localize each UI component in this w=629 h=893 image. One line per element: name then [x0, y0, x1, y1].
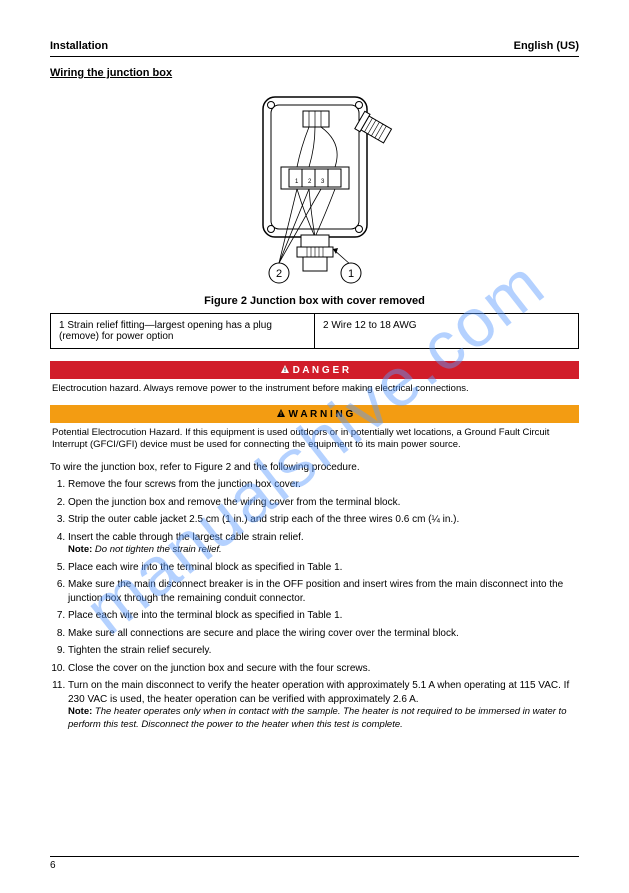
warning-label: W A R N I N G: [288, 409, 353, 420]
svg-text:!: !: [284, 368, 286, 374]
step: Turn on the main disconnect to verify th…: [68, 679, 579, 732]
legend-cell-1: 1 Strain relief fitting—largest opening …: [51, 314, 315, 349]
step: Strip the outer cable jacket 2.5 cm (1 i…: [68, 513, 579, 527]
note-label: Note:: [68, 544, 92, 555]
figure-callout-2: 2: [276, 268, 282, 280]
figure-callout-1: 1: [348, 268, 354, 280]
danger-header: ! D A N G E R: [50, 361, 579, 379]
page-header: Installation English (US): [50, 40, 579, 57]
note: Note: The heater operates only when in c…: [68, 706, 579, 732]
warning-triangle-icon: !: [280, 364, 290, 374]
header-left: Installation: [50, 40, 108, 52]
page-number: 6: [50, 860, 56, 871]
step: Make sure all connections are secure and…: [68, 627, 579, 641]
legend-cell-2: 2 Wire 12 to 18 AWG: [315, 314, 579, 349]
page-footer: 6: [50, 856, 579, 871]
note-text: Do not tighten the strain relief.: [95, 544, 222, 555]
step: Tighten the strain relief securely.: [68, 644, 579, 658]
note-label: Note:: [68, 706, 92, 717]
danger-label: D A N G E R: [293, 365, 349, 376]
svg-text:!: !: [280, 412, 282, 418]
note-text: The heater operates only when in contact…: [68, 706, 566, 730]
junction-box-figure: 1 2 3: [50, 87, 579, 287]
step: Close the cover on the junction box and …: [68, 662, 579, 676]
warning-body: Potential Electrocution Hazard. If this …: [50, 423, 579, 461]
step: Remove the four screws from the junction…: [68, 478, 579, 492]
figure-caption: Figure 2 Junction box with cover removed: [50, 295, 579, 307]
warning-header: ! W A R N I N G: [50, 405, 579, 423]
step: Place each wire into the terminal block …: [68, 609, 579, 623]
step: Place each wire into the terminal block …: [68, 561, 579, 575]
note: Note: Do not tighten the strain relief.: [68, 544, 579, 557]
danger-body: Electrocution hazard. Always remove powe…: [50, 379, 579, 405]
figure-legend-table: 1 Strain relief fitting—largest opening …: [50, 313, 579, 349]
body-text: To wire the junction box, refer to Figur…: [50, 461, 579, 732]
warning-triangle-icon: !: [276, 408, 286, 418]
body-intro: To wire the junction box, refer to Figur…: [50, 461, 579, 475]
steps-list: Remove the four screws from the junction…: [68, 478, 579, 732]
step: Open the junction box and remove the wir…: [68, 496, 579, 510]
section-title: Wiring the junction box: [50, 67, 579, 79]
header-right: English (US): [514, 40, 579, 52]
step: Make sure the main disconnect breaker is…: [68, 578, 579, 605]
step: Insert the cable through the largest cab…: [68, 531, 579, 557]
